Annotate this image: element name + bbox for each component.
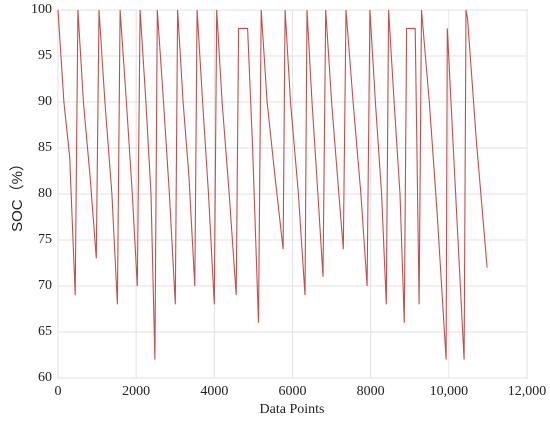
y-axis-label: SOC（%） <box>9 156 26 232</box>
x-tick-label: 4000 <box>200 384 228 399</box>
y-tick-label: 70 <box>38 278 52 293</box>
y-tick-label: 85 <box>38 140 52 155</box>
y-tick-label: 65 <box>38 324 52 339</box>
x-axis-label: Data Points <box>260 402 325 417</box>
x-tick-label: 6000 <box>279 384 307 399</box>
x-tick-label: 8000 <box>357 384 385 399</box>
y-tick-label: 100 <box>31 2 52 17</box>
x-tick-label: 2000 <box>122 384 150 399</box>
line <box>57 9 488 360</box>
y-tick-label: 90 <box>38 94 52 109</box>
y-tick-label: 80 <box>38 186 52 201</box>
y-tick-label: 75 <box>38 232 52 247</box>
y-tick-label: 95 <box>38 48 52 63</box>
x-tick-label: 10,000 <box>430 384 469 399</box>
x-tick-label: 12,000 <box>508 384 547 399</box>
y-tick-label: 60 <box>38 370 52 385</box>
x-tick-label: 0 <box>55 384 62 399</box>
